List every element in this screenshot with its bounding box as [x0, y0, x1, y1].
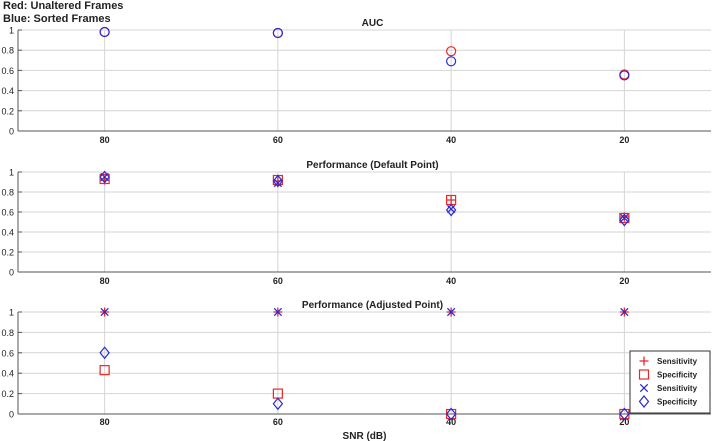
note-red-unaltered-frames: Red: Unaltered Frames [3, 0, 124, 12]
data-point-x [446, 307, 456, 317]
data-point-diamond [445, 407, 457, 421]
legend-marker-plus [639, 356, 649, 366]
x-tick-label: 40 [446, 417, 456, 427]
y-tick-label: 1 [9, 168, 14, 178]
data-point-circle [446, 46, 457, 57]
data-point-diamond [445, 203, 457, 217]
data-point-diamond [272, 174, 284, 188]
legend-marker-x [639, 383, 649, 393]
y-tick-label: 0.4 [1, 86, 14, 96]
y-tick-label: 1 [9, 308, 14, 318]
chart-panel-3: 0 0.2 0.4 0.6 0.8 1 80 60 40 20 Performance (Adjus… [1, 300, 711, 441]
chart-title: Performance (Default Point) [306, 160, 438, 171]
data-point-circle [446, 56, 457, 67]
x-tick-label: 20 [619, 417, 629, 427]
legend-label: Sensitivity [657, 384, 698, 393]
data-point-diamond [272, 397, 284, 411]
data-point-x [620, 213, 629, 223]
y-tick-label: 0.2 [1, 106, 14, 116]
y-tick-label: 0.4 [1, 228, 14, 238]
legend-label: Specificity [657, 371, 698, 380]
y-tick-label: 0 [9, 268, 14, 278]
data-point-x [100, 307, 109, 317]
y-tick-label: 0.6 [1, 66, 14, 76]
x-tick-label: 20 [619, 276, 629, 286]
data-point-square [99, 173, 110, 185]
x-tick-label: 80 [100, 135, 110, 145]
note-blue-sorted-frames: Blue: Sorted Frames [3, 13, 111, 25]
data-point-square [99, 365, 110, 376]
y-tick-label: 0.8 [1, 188, 14, 198]
chart-title: AUC [362, 18, 384, 29]
data-point-diamond [99, 170, 110, 184]
data-point-circle [99, 26, 110, 38]
y-tick-label: 0.4 [1, 369, 14, 379]
x-tick-label: 60 [273, 417, 283, 427]
y-tick-label: 0 [9, 410, 14, 420]
y-tick-label: 0.2 [1, 248, 14, 258]
x-axis-label: SNR (dB) [343, 431, 387, 441]
data-point-square [619, 212, 630, 224]
y-tick-label: 0.8 [1, 46, 14, 56]
data-point-diamond [619, 213, 630, 227]
legend: Sensitivity Specificity Sensitivity Specifi… [629, 350, 711, 414]
legend-marker-square [638, 369, 650, 380]
y-tick-label: 1 [9, 26, 14, 36]
legend-marker-diamond [638, 395, 650, 408]
data-point-x [446, 204, 456, 214]
data-point-x [273, 307, 283, 317]
y-tick-label: 0.2 [1, 389, 14, 399]
chart-panel-2: 0 0.2 0.4 0.6 0.8 1 80 60 40 20 Performance (Defau… [1, 160, 711, 286]
data-point-diamond [619, 407, 630, 421]
x-tick-label: 40 [446, 276, 456, 286]
y-tick-label: 0.8 [1, 328, 14, 338]
data-point-x [620, 307, 629, 317]
x-tick-label: 40 [446, 135, 456, 145]
chart-panel-1: 0 0.2 0.4 0.6 0.8 1 80 60 40 20 AUC [1, 18, 711, 145]
data-point-circle [619, 70, 630, 81]
x-tick-label: 60 [273, 276, 283, 286]
data-point-diamond [99, 346, 110, 360]
y-tick-label: 0.6 [1, 348, 14, 358]
x-tick-label: 60 [273, 135, 283, 145]
chart-title: Performance (Adjusted Point) [302, 300, 443, 311]
data-point-x [273, 178, 283, 188]
x-tick-label: 80 [100, 417, 110, 427]
x-tick-label: 20 [619, 135, 629, 145]
legend-label: Specificity [657, 398, 698, 407]
legend-label: Sensitivity [657, 357, 698, 366]
y-tick-label: 0 [9, 127, 14, 137]
y-tick-label: 0.6 [1, 208, 14, 218]
data-point-circle [272, 27, 283, 39]
data-point-plus [446, 195, 456, 205]
x-tick-label: 80 [100, 276, 110, 286]
